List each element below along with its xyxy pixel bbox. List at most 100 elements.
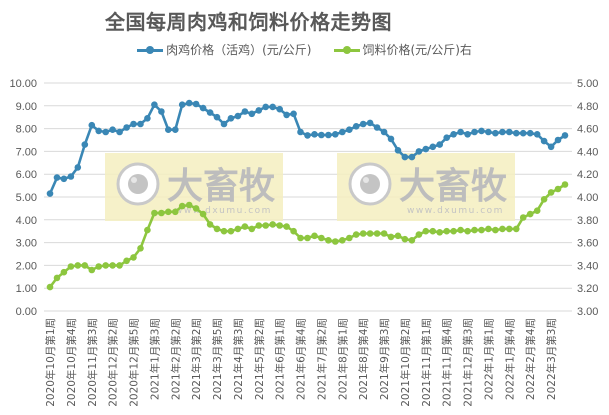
- y-left-tick-label: 6.00: [16, 169, 37, 181]
- x-tick-label: 2020年11月第3周: [86, 318, 99, 407]
- data-point: [311, 232, 318, 240]
- data-point: [339, 128, 346, 136]
- data-point: [241, 223, 249, 230]
- data-point: [248, 110, 256, 118]
- y-right-tick-label: 3.80: [577, 215, 598, 227]
- watermark-url: www.dxumu.com: [407, 206, 504, 216]
- legend-item-feed-price: 饲料价格(元/公斤)右: [333, 41, 472, 58]
- data-point: [158, 108, 165, 115]
- data-point: [485, 128, 492, 136]
- data-point: [415, 148, 423, 155]
- data-point: [513, 129, 520, 137]
- data-point: [172, 208, 179, 216]
- y-right-tick-label: 4.20: [577, 169, 598, 181]
- data-point: [401, 153, 409, 161]
- data-point: [213, 113, 221, 121]
- watermark-brand: 大畜牧: [399, 166, 508, 207]
- data-point: [116, 128, 123, 136]
- data-point: [81, 262, 89, 269]
- data-point: [88, 121, 96, 129]
- data-point: [234, 225, 242, 233]
- y-right-tick-label: 3.60: [577, 238, 598, 250]
- data-point: [332, 238, 339, 245]
- y-left-tick-label: 9.00: [16, 101, 37, 113]
- data-point: [269, 221, 277, 228]
- data-point: [172, 126, 179, 133]
- legend-label: 饲料价格(元/公斤)右: [362, 43, 472, 57]
- x-tick-label: 2021年7月第2周: [315, 318, 328, 400]
- x-tick-label: 2022年1月第1周: [482, 318, 495, 400]
- data-point: [547, 189, 555, 196]
- x-tick-label: 2021年11月第4周: [441, 318, 454, 407]
- data-point: [457, 128, 464, 136]
- data-point: [102, 262, 109, 269]
- data-point: [46, 190, 54, 197]
- x-tick-label: 2021年8月第4周: [357, 318, 370, 400]
- data-point: [422, 145, 430, 153]
- x-tick-label: 2020年10月第4周: [65, 318, 78, 407]
- x-tick-label: 2022年2月第4周: [524, 318, 537, 400]
- legend-line-marker-icon: [137, 45, 164, 55]
- data-point: [436, 141, 444, 148]
- y-right-tick-label: 5.00: [577, 78, 598, 90]
- data-point: [464, 131, 471, 138]
- y-left-tick-label: 1.00: [16, 283, 37, 295]
- data-point: [102, 128, 109, 136]
- series-chicken-price: [46, 99, 569, 197]
- data-point: [199, 210, 207, 218]
- data-point: [123, 124, 130, 131]
- data-point: [436, 229, 444, 236]
- y-left-tick-label: 4.00: [16, 215, 37, 227]
- data-point: [53, 174, 61, 181]
- data-point: [526, 210, 534, 218]
- y-left-tick-label: 0.00: [16, 306, 37, 318]
- x-tick-label: 2020年12月第2周: [107, 318, 120, 407]
- data-point: [283, 111, 290, 119]
- data-point: [165, 208, 172, 216]
- data-point: [519, 214, 527, 221]
- data-point: [464, 227, 471, 235]
- x-tick-label: 2021年4月第3周: [232, 318, 245, 400]
- data-point: [394, 147, 402, 154]
- data-point: [262, 222, 270, 229]
- data-point: [123, 257, 130, 265]
- data-point: [506, 225, 513, 233]
- data-point: [227, 115, 235, 122]
- data-point: [457, 226, 464, 234]
- chart-title: 全国每周肉鸡和饲料价格走势图: [105, 10, 392, 34]
- y-left-tick-label: 8.00: [16, 124, 37, 136]
- data-point: [533, 207, 541, 214]
- data-point: [290, 110, 297, 118]
- data-point: [88, 266, 96, 274]
- data-point: [492, 226, 499, 234]
- data-point: [401, 235, 409, 243]
- data-point: [506, 128, 513, 136]
- data-point: [554, 136, 562, 144]
- data-point: [325, 131, 332, 139]
- data-point: [220, 120, 228, 128]
- x-tick-label: 2021年5月第2周: [253, 318, 266, 400]
- data-point: [297, 128, 304, 136]
- data-point: [359, 120, 367, 128]
- data-point: [192, 100, 200, 108]
- data-point: [540, 196, 548, 203]
- data-point: [499, 225, 506, 233]
- x-tick-label: 2021年12月第3周: [462, 318, 475, 407]
- watermark-brand: 大畜牧: [167, 166, 276, 207]
- y-axis-left: 0.00 1.00 2.00 3.00 4.00 5.00 6.00 7.00 8.00 9.00…: [9, 78, 37, 318]
- data-point: [283, 223, 290, 230]
- data-point: [213, 225, 221, 233]
- data-point: [325, 237, 332, 244]
- data-point: [269, 103, 277, 111]
- data-point: [206, 109, 214, 116]
- data-point: [137, 245, 144, 252]
- data-point: [116, 262, 123, 269]
- data-point: [408, 153, 416, 161]
- data-point: [227, 227, 235, 235]
- data-point: [297, 234, 304, 242]
- data-point: [415, 231, 423, 238]
- y-right-tick-label: 4.60: [577, 124, 598, 136]
- data-point: [429, 227, 437, 235]
